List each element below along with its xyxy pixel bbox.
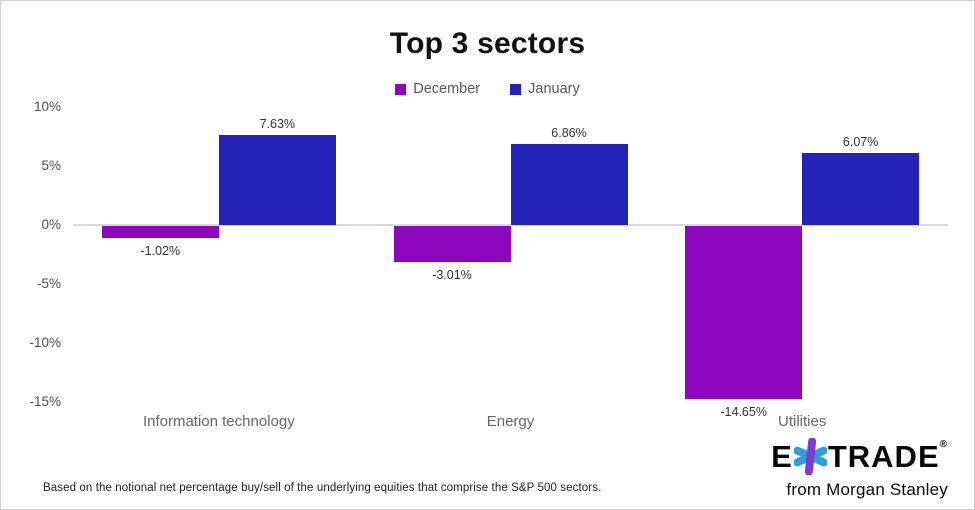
y-axis-tick--15-: -15% bbox=[29, 394, 61, 409]
etrade-wordmark: E TRADE ® bbox=[771, 438, 948, 475]
data-label-december-utilities: -14.65% bbox=[720, 404, 767, 419]
legend-label-december: December bbox=[413, 81, 481, 97]
etrade-logo: E TRADE ® from Morgan Stanley bbox=[771, 438, 948, 500]
legend-label-january: January bbox=[528, 81, 580, 97]
chart-title: Top 3 sectors bbox=[389, 27, 586, 60]
registered-mark: ® bbox=[939, 439, 948, 450]
bar-january-information-technology bbox=[218, 134, 336, 225]
y-axis-tick-5-: 5% bbox=[41, 158, 61, 173]
bar-january-energy bbox=[510, 144, 628, 225]
y-axis-tick-10-: 10% bbox=[33, 99, 61, 114]
data-label-december-information-technology: -1.02% bbox=[140, 244, 181, 259]
legend-swatch-december bbox=[395, 83, 407, 95]
category-label-utilities: Utilities bbox=[777, 413, 827, 430]
bar-december-energy bbox=[393, 226, 511, 262]
category-label-energy: Energy bbox=[486, 413, 535, 430]
logo-word-trade: TRADE bbox=[827, 438, 940, 474]
y-axis-tick-0-: 0% bbox=[41, 217, 61, 232]
bar-december-utilities bbox=[685, 226, 803, 399]
data-label-january-information-technology: 7.63% bbox=[259, 116, 296, 131]
logo-letter-e: E bbox=[771, 438, 793, 474]
logo-tagline: from Morgan Stanley bbox=[786, 480, 948, 499]
y-axis-tick--5-: -5% bbox=[36, 276, 61, 291]
legend: December January bbox=[1, 81, 974, 97]
category-label-information-technology: Information technology bbox=[142, 413, 295, 430]
data-label-december-energy: -3.01% bbox=[432, 267, 472, 282]
bar-january-utilities bbox=[802, 153, 920, 225]
bar-december-information-technology bbox=[101, 226, 219, 239]
legend-item-december: December bbox=[395, 81, 480, 97]
data-label-january-energy: 6.86% bbox=[551, 126, 587, 141]
zero-axis-line bbox=[73, 224, 948, 226]
legend-swatch-january bbox=[510, 83, 522, 95]
data-label-january-utilities: 6.07% bbox=[842, 135, 879, 150]
footnote-text: Based on the notional net percentage buy… bbox=[43, 482, 602, 494]
etrade-star-icon bbox=[793, 438, 827, 475]
legend-item-january: January bbox=[510, 81, 580, 97]
y-axis-tick--10-: -10% bbox=[29, 335, 61, 350]
